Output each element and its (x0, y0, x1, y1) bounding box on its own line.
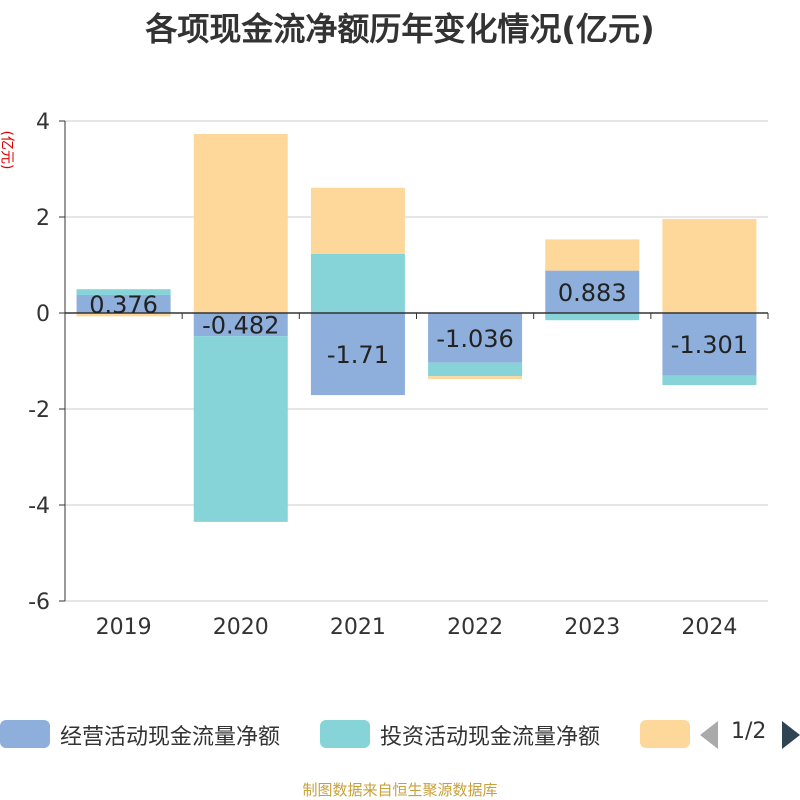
bar-operating-2024 (662, 313, 757, 376)
bar-investing-2023 (545, 313, 640, 321)
y-tick-label: -2 (28, 398, 50, 423)
data-label: -1.71 (327, 341, 389, 369)
legend-next-arrow-icon[interactable] (782, 721, 800, 749)
y-tick-label: -4 (28, 494, 50, 519)
bar-financing-2024 (662, 218, 757, 313)
legend-swatch-investing (320, 720, 370, 748)
x-tick-label: 2024 (681, 615, 737, 640)
bar-operating-2022 (428, 313, 523, 363)
legend-swatch-operating (0, 720, 50, 748)
bar-investing-2022 (428, 362, 523, 377)
chart-plot: 4 2 0 -2 -4 -6 2019 2020 2021 2022 2023 2024 0.376 -0… (28, 110, 769, 640)
bar-financing-2019 (76, 313, 171, 317)
x-tick-label: 2019 (96, 615, 152, 640)
bar-financing-2022 (428, 376, 523, 380)
bar-financing-2023 (545, 239, 640, 271)
bar-operating-2020 (193, 313, 288, 337)
bar-financing-2020 (193, 133, 288, 313)
x-tick-label: 2022 (447, 615, 503, 640)
bar-operating-2019 (76, 294, 171, 313)
x-tick-label: 2023 (564, 615, 620, 640)
data-label: -0.482 (202, 312, 279, 340)
bar-operating-2023 (545, 270, 640, 313)
legend-label-operating: 经营活动现金流量净额 (60, 725, 281, 750)
legend: 经营活动现金流量净额 投资活动现金流量净额 1/2 (0, 716, 800, 752)
bar-investing-2021 (310, 253, 405, 313)
y-tick-label: 4 (36, 110, 50, 135)
y-tick-label: 2 (36, 206, 50, 231)
legend-swatch-financing (640, 720, 690, 748)
legend-prev-arrow-icon[interactable] (700, 721, 718, 749)
y-tick-label: -6 (28, 590, 50, 615)
bar-investing-2020 (193, 336, 288, 522)
bar-financing-2021 (310, 187, 405, 254)
bar-investing-2024 (662, 375, 757, 386)
legend-page-indicator: 1/2 (731, 719, 767, 744)
x-tick-label: 2020 (213, 615, 269, 640)
legend-label-investing: 投资活动现金流量净额 (380, 725, 601, 750)
source-note: 制图数据来自恒生聚源数据库 (302, 781, 498, 799)
bar-investing-2019 (76, 289, 171, 295)
y-tick-label: 0 (36, 302, 50, 327)
data-label: 0.376 (89, 291, 158, 319)
chart-title: 各项现金流净额历年变化情况(亿元) (145, 10, 655, 48)
data-label: -1.036 (436, 325, 513, 353)
x-tick-label: 2021 (330, 615, 386, 640)
bar-operating-2021 (310, 313, 405, 396)
data-label: 0.883 (558, 279, 627, 307)
data-label: -1.301 (671, 331, 748, 359)
